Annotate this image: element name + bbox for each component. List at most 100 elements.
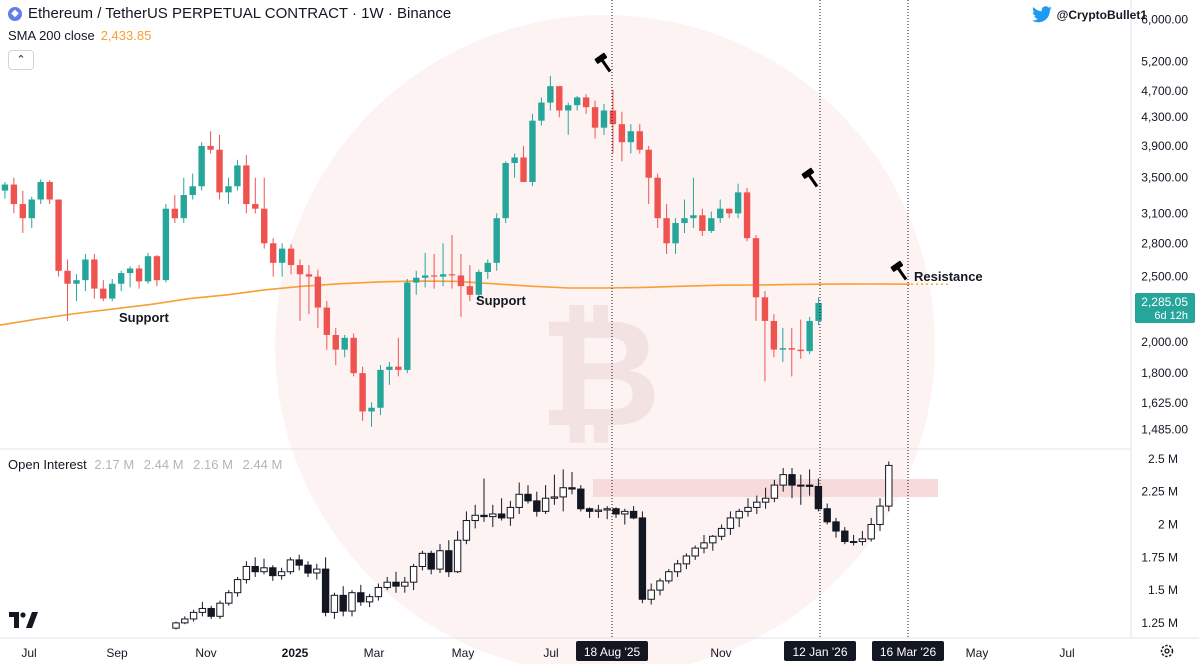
oi-candle[interactable] <box>269 565 277 581</box>
price-candle[interactable] <box>734 183 742 219</box>
price-candle[interactable] <box>663 204 670 254</box>
price-candle[interactable] <box>225 177 232 205</box>
oi-candle[interactable] <box>409 563 418 591</box>
oi-candle[interactable] <box>533 491 541 517</box>
price-candle[interactable] <box>368 402 375 427</box>
price-candle[interactable] <box>538 97 545 126</box>
oi-candle[interactable] <box>656 578 664 596</box>
oi-candle[interactable] <box>638 511 647 604</box>
price-candle[interactable] <box>269 238 277 277</box>
oi-candle[interactable] <box>357 584 365 606</box>
symbol-title[interactable]: ◆ Ethereum / TetherUS PERPETUAL CONTRACT… <box>8 5 451 22</box>
collapse-legend-button[interactable]: ⌃ <box>8 50 34 70</box>
oi-candle[interactable] <box>665 569 673 584</box>
price-candle[interactable] <box>46 180 53 205</box>
oi-candle[interactable] <box>427 550 435 575</box>
price-candle[interactable] <box>28 196 35 228</box>
price-candle[interactable] <box>91 253 98 299</box>
oi-candle[interactable] <box>418 550 427 571</box>
price-candle[interactable] <box>439 243 447 287</box>
oi-candle[interactable] <box>709 534 717 551</box>
oi-candle[interactable] <box>295 554 303 571</box>
price-candle[interactable] <box>529 113 536 187</box>
oi-candle[interactable] <box>497 498 506 521</box>
oi-candle[interactable] <box>823 503 831 525</box>
oi-candle[interactable] <box>506 500 515 526</box>
oi-candle[interactable] <box>779 468 787 492</box>
oi-candle[interactable] <box>621 508 629 525</box>
oi-candle[interactable] <box>233 576 242 597</box>
oi-candle[interactable] <box>225 590 233 606</box>
price-candle[interactable] <box>37 179 44 205</box>
price-candle[interactable] <box>73 274 80 302</box>
price-candle[interactable] <box>359 366 366 421</box>
price-candle[interactable] <box>198 142 205 191</box>
oi-candle[interactable] <box>189 609 198 622</box>
oi-candle[interactable] <box>383 576 391 591</box>
oi-candle[interactable] <box>673 559 682 577</box>
price-candle[interactable] <box>690 177 697 228</box>
price-candle[interactable] <box>815 297 822 326</box>
price-candle[interactable] <box>332 327 339 366</box>
price-candle[interactable] <box>144 252 152 284</box>
price-candle[interactable] <box>278 243 286 277</box>
price-candle[interactable] <box>582 94 590 114</box>
oi-candle[interactable] <box>313 563 321 580</box>
oi-candle[interactable] <box>797 474 805 505</box>
price-candle[interactable] <box>296 259 304 321</box>
oi-candle[interactable] <box>304 561 312 577</box>
price-candle[interactable] <box>448 235 456 289</box>
oi-candle[interactable] <box>647 583 655 605</box>
price-candle[interactable] <box>556 86 563 118</box>
price-candle[interactable] <box>779 327 787 362</box>
price-candle[interactable] <box>699 208 706 237</box>
oi-candle[interactable] <box>462 511 471 545</box>
price-candle[interactable] <box>100 280 107 302</box>
price-candle[interactable] <box>117 270 125 292</box>
oi-candle[interactable] <box>489 504 497 528</box>
price-candle[interactable] <box>153 255 161 287</box>
price-candle[interactable] <box>708 211 715 233</box>
open-interest-legend[interactable]: Open Interest 2.17 M 2.44 M 2.16 M 2.44 … <box>8 457 288 472</box>
price-candle[interactable] <box>162 204 170 283</box>
price-candle[interactable] <box>82 253 89 292</box>
oi-candle[interactable] <box>577 485 585 512</box>
oi-candle[interactable] <box>550 474 559 505</box>
oi-candle[interactable] <box>691 545 699 560</box>
price-candle[interactable] <box>421 252 429 288</box>
price-candle[interactable] <box>404 278 411 374</box>
price-candle[interactable] <box>189 173 196 200</box>
price-candle[interactable] <box>636 124 643 154</box>
price-candle[interactable] <box>493 213 500 271</box>
oi-candle[interactable] <box>849 534 858 546</box>
price-candle[interactable] <box>797 319 804 359</box>
price-candle[interactable] <box>502 161 509 224</box>
price-candle[interactable] <box>565 102 572 135</box>
oi-candle[interactable] <box>436 544 444 574</box>
oi-candle[interactable] <box>515 482 523 514</box>
oi-candle[interactable] <box>568 471 576 495</box>
price-candle[interactable] <box>64 259 71 321</box>
price-candle[interactable] <box>314 269 322 328</box>
price-candle[interactable] <box>627 124 635 154</box>
price-candle[interactable] <box>10 177 18 214</box>
price-candle[interactable] <box>609 89 617 154</box>
price-candle[interactable] <box>216 134 223 200</box>
price-candle[interactable] <box>135 265 143 289</box>
settings-gear-icon[interactable] <box>1160 644 1174 658</box>
oi-candle[interactable] <box>277 567 286 580</box>
price-candle[interactable] <box>430 253 438 289</box>
oi-candle[interactable] <box>770 479 779 503</box>
price-candle[interactable] <box>475 269 483 302</box>
price-candle[interactable] <box>234 159 241 191</box>
oi-candle[interactable] <box>858 531 867 546</box>
price-candle[interactable] <box>466 265 474 302</box>
price-candle[interactable] <box>341 334 348 358</box>
price-candle[interactable] <box>511 153 518 178</box>
price-candle[interactable] <box>654 173 661 228</box>
price-candle[interactable] <box>252 177 259 214</box>
price-candle[interactable] <box>243 155 250 214</box>
sma-legend[interactable]: SMA 200 close 2,433.85 <box>8 28 151 43</box>
oi-candle[interactable] <box>251 557 259 577</box>
oi-candle[interactable] <box>242 561 251 584</box>
